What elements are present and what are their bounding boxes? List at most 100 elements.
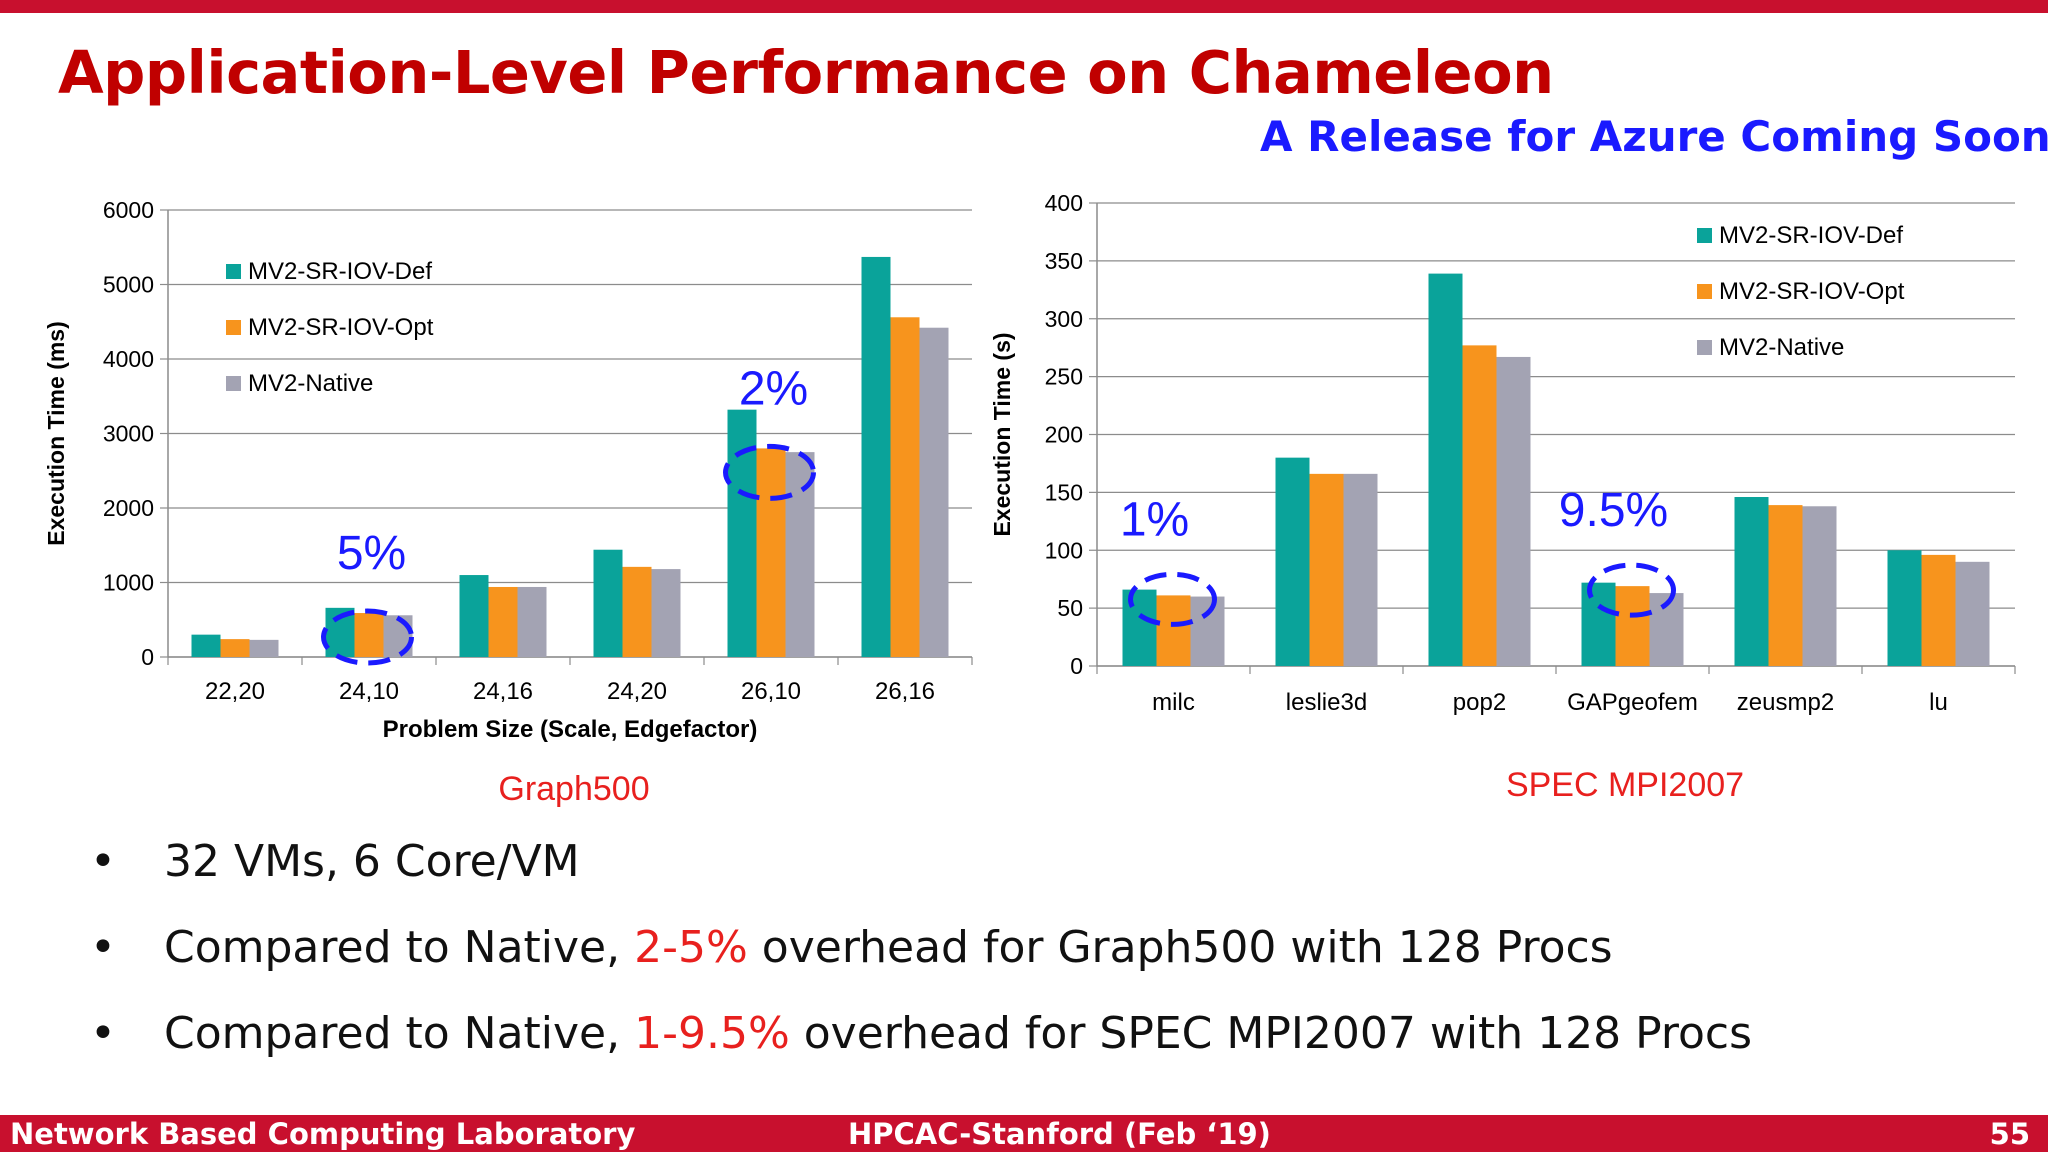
y-tick-label: 1000 — [103, 570, 154, 596]
footer-lab-name: Network Based Computing Laboratory — [10, 1117, 636, 1151]
y-tick-label: 200 — [1045, 422, 1083, 448]
x-tick-label: 26,10 — [741, 678, 801, 705]
overhead-annotation: 5% — [337, 527, 406, 580]
overhead-annotation: 2% — [739, 362, 808, 415]
top-accent-bar — [0, 0, 2048, 13]
footer-page-number: 55 — [1989, 1117, 2030, 1151]
legend-swatch — [226, 376, 241, 391]
x-tick-label: zeusmp2 — [1737, 689, 1834, 716]
bar-mv2-sr-iov-def — [1122, 589, 1157, 666]
slide-title: Application-Level Performance on Chamele… — [58, 38, 1554, 107]
x-tick-label: 24,20 — [607, 678, 667, 705]
bullet-list: • 32 VMs, 6 Core/VM • Compared to Native… — [90, 836, 1752, 1094]
x-tick-label: 24,16 — [473, 678, 533, 705]
bar-mv2-sr-iov-def — [459, 575, 489, 657]
y-tick-label: 400 — [1045, 190, 1083, 216]
bar-mv2-native — [249, 639, 279, 657]
legend-swatch — [226, 320, 241, 335]
y-tick-label: 150 — [1045, 479, 1083, 505]
chart-caption: SPEC MPI2007 — [1506, 766, 1744, 804]
y-tick-label: 6000 — [103, 197, 154, 223]
bar-mv2-sr-iov-opt — [890, 317, 920, 657]
legend-swatch — [1697, 228, 1712, 243]
legend-label: MV2-Native — [1719, 334, 1844, 361]
bar-mv2-native — [651, 569, 681, 657]
bar-mv2-sr-iov-def — [861, 256, 891, 657]
x-tick-label: 22,20 — [205, 678, 265, 705]
y-tick-label: 350 — [1045, 248, 1083, 274]
x-tick-label: pop2 — [1453, 689, 1506, 716]
y-tick-label: 0 — [1070, 653, 1083, 679]
legend-label: MV2-SR-IOV-Def — [1719, 222, 1903, 249]
bar-mv2-sr-iov-opt — [220, 639, 250, 657]
bullet-text: Compared to Native, — [164, 922, 635, 973]
bar-mv2-sr-iov-opt — [1309, 473, 1344, 666]
bar-mv2-sr-iov-def — [1428, 273, 1463, 666]
legend-swatch — [226, 264, 241, 279]
y-tick-label: 4000 — [103, 346, 154, 372]
bullet-text-tail: overhead for SPEC MPI2007 with 128 Procs — [789, 1008, 1753, 1059]
overhead-annotation: 1% — [1120, 493, 1189, 546]
legend-label: MV2-SR-IOV-Opt — [248, 314, 434, 341]
bullet-text: 32 VMs, 6 Core/VM — [164, 836, 580, 887]
overhead-annotation: 9.5% — [1559, 484, 1668, 537]
highlight-ellipse — [321, 608, 414, 666]
bar-mv2-native — [1802, 506, 1837, 666]
bar-mv2-sr-iov-opt — [1156, 595, 1191, 666]
y-axis-title: Execution Time (s) — [989, 332, 1015, 536]
bar-mv2-sr-iov-def — [1581, 582, 1616, 666]
bar-mv2-sr-iov-opt — [1615, 586, 1650, 666]
x-tick-label: GAPgeofem — [1567, 689, 1698, 716]
legend-swatch — [1697, 284, 1712, 299]
bar-mv2-native — [1343, 473, 1378, 666]
bar-mv2-sr-iov-def — [1275, 457, 1310, 666]
bar-mv2-sr-iov-def — [191, 634, 221, 657]
y-tick-label: 0 — [141, 644, 154, 670]
bar-mv2-sr-iov-opt — [354, 613, 384, 657]
y-tick-label: 300 — [1045, 306, 1083, 332]
bullet-text-tail: overhead for Graph500 with 128 Procs — [747, 922, 1613, 973]
bullet-highlight: 2-5% — [634, 922, 748, 973]
bar-mv2-native — [1190, 596, 1225, 666]
y-axis-title: Execution Time (ms) — [43, 321, 69, 546]
bar-mv2-native — [1496, 356, 1531, 666]
bullet-item: • Compared to Native, 1-9.5% overhead fo… — [90, 1008, 1752, 1094]
spec-mpi2007-chart: 0 50 100 150 200 250 300 350 400 milc leslie3d pop2… — [989, 190, 2016, 804]
graph500-chart: 0 1000 2000 3000 4000 5000 6000 22,20 24,10 24,16… — [43, 197, 973, 808]
y-tick-label: 100 — [1045, 537, 1083, 563]
bullet-item: • Compared to Native, 2-5% overhead for … — [90, 922, 1752, 1008]
chart-caption: Graph500 — [498, 770, 649, 808]
footer-event: HPCAC-Stanford (Feb ‘19) — [848, 1117, 1271, 1151]
x-tick-label: milc — [1152, 689, 1195, 716]
x-tick-label: leslie3d — [1286, 689, 1367, 716]
bar-mv2-sr-iov-def — [1734, 497, 1769, 666]
y-tick-label: 2000 — [103, 495, 154, 521]
highlight-ellipse — [1587, 562, 1676, 618]
bullet-dot: • — [90, 922, 116, 973]
legend-swatch — [1697, 340, 1712, 355]
bar-mv2-sr-iov-def — [593, 549, 623, 657]
bar-mv2-native — [517, 586, 547, 657]
x-tick-label: 26,16 — [875, 678, 935, 705]
bar-mv2-native — [919, 327, 949, 657]
legend-label: MV2-SR-IOV-Opt — [1719, 278, 1905, 305]
x-tick-label: lu — [1929, 689, 1948, 716]
x-axis-title: Problem Size (Scale, Edgefactor) — [383, 716, 758, 743]
y-tick-label: 50 — [1057, 595, 1083, 621]
y-tick-label: 3000 — [103, 421, 154, 447]
bullet-highlight: 1-9.5% — [634, 1008, 790, 1059]
y-tick-label: 5000 — [103, 272, 154, 298]
x-tick-label: 24,10 — [339, 678, 399, 705]
highlight-ellipse — [1128, 571, 1217, 627]
bullet-text: Compared to Native, — [164, 1008, 635, 1059]
y-tick-label: 250 — [1045, 364, 1083, 390]
bar-mv2-sr-iov-def — [1887, 550, 1922, 666]
bar-mv2-sr-iov-opt — [622, 566, 652, 657]
slide-subtitle: A Release for Azure Coming Soon — [1260, 112, 2048, 161]
bullet-dot: • — [90, 836, 116, 887]
bar-mv2-native — [1955, 561, 1990, 666]
legend-label: MV2-Native — [248, 370, 373, 397]
bar-mv2-sr-iov-opt — [756, 448, 786, 657]
bar-mv2-sr-iov-opt — [1462, 345, 1497, 666]
bullet-item: • 32 VMs, 6 Core/VM — [90, 836, 1752, 922]
